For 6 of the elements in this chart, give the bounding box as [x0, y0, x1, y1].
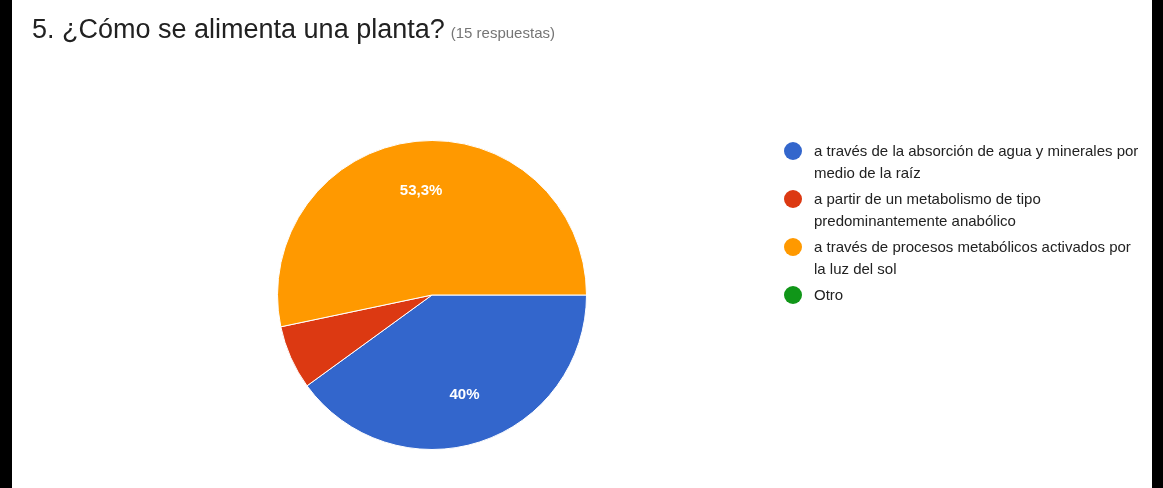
data-label: 53,3% — [399, 180, 443, 198]
legend-label: a través de procesos metabólicos activados por la luz del sol — [814, 238, 1131, 277]
chart-title: 5. ¿Cómo se alimenta una planta? — [32, 14, 445, 44]
legend-label: Otro — [814, 286, 844, 303]
chart-subtitle: (15 respuestas) — [450, 24, 555, 41]
data-label: 40% — [449, 385, 480, 403]
